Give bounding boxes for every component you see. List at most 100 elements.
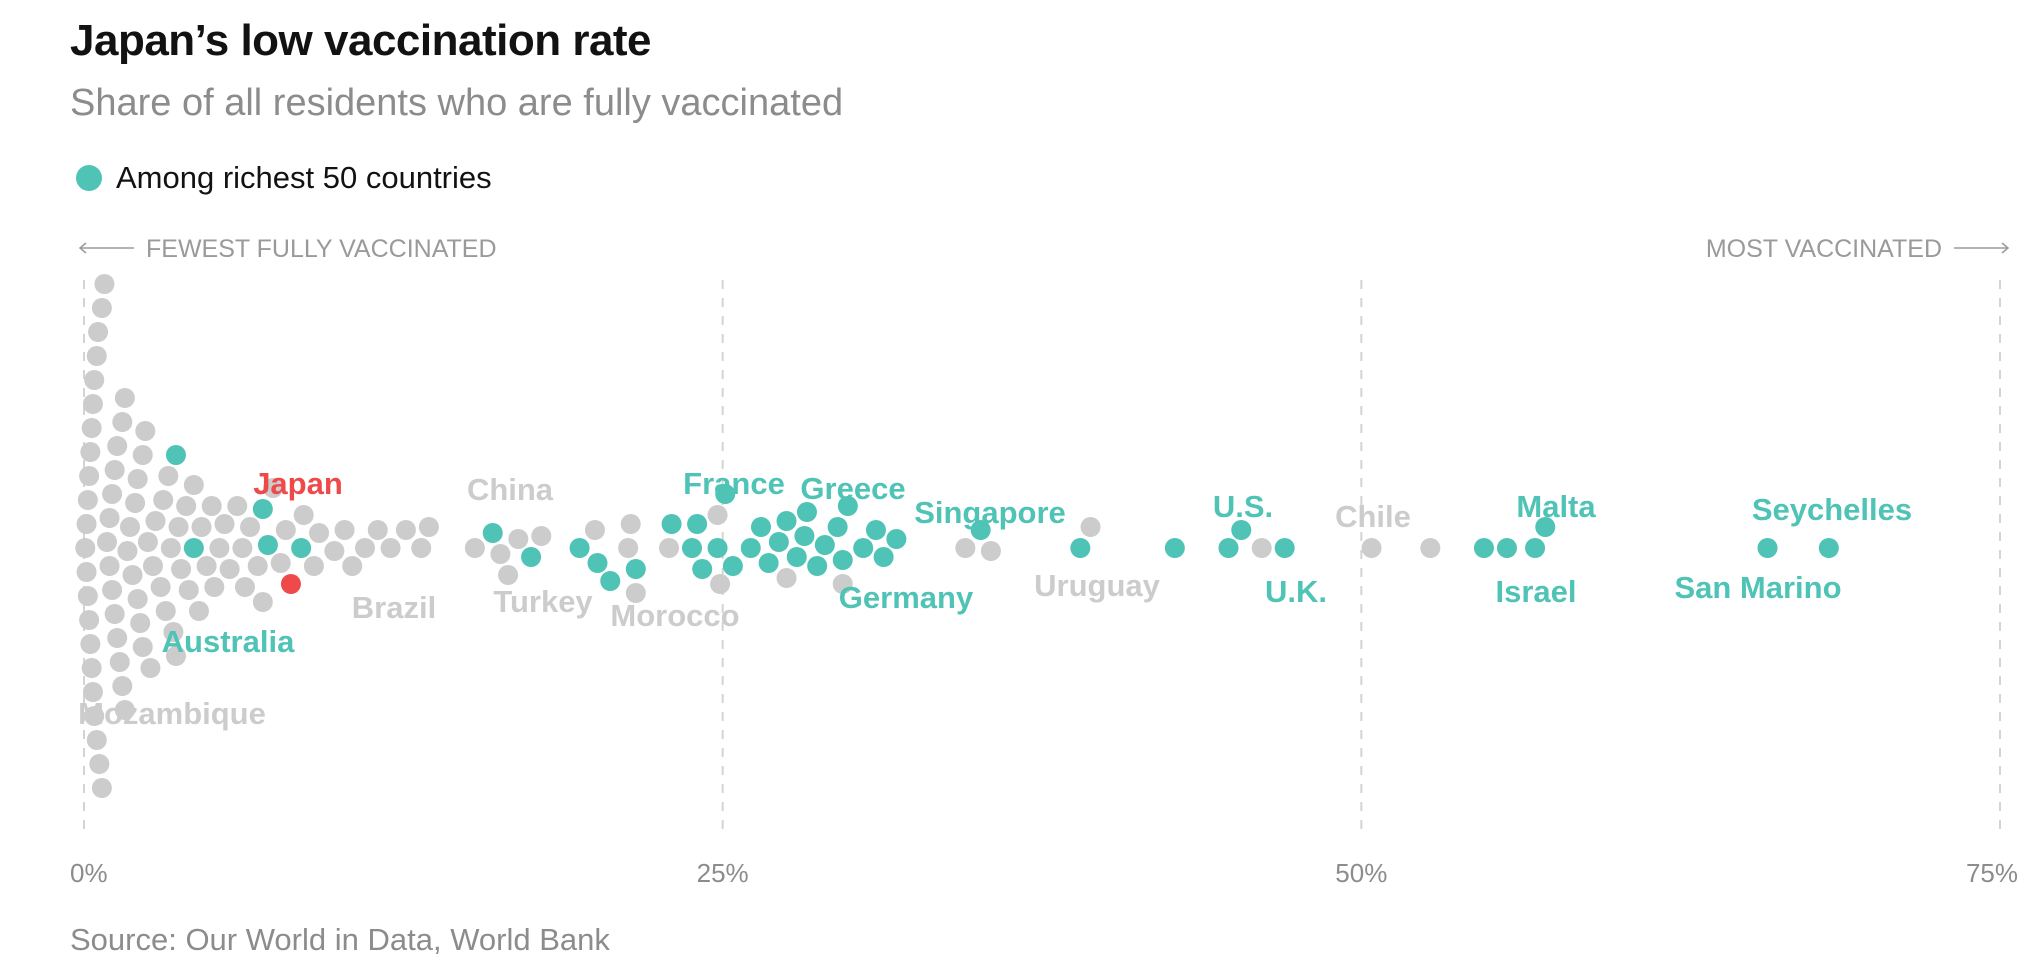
country-dot	[214, 514, 235, 534]
country-dot	[1231, 520, 1252, 540]
country-dot	[127, 589, 148, 609]
country-label: Seychelles	[1752, 492, 1912, 527]
country-dot	[109, 652, 130, 672]
country-dot	[531, 526, 552, 546]
country-dot	[1070, 538, 1091, 558]
country-dot	[196, 556, 217, 576]
country-dot	[263, 478, 284, 498]
country-dot	[219, 559, 240, 579]
country-dot	[707, 505, 728, 525]
country-dot	[342, 556, 363, 576]
country-dot	[814, 535, 835, 555]
country-dot	[970, 520, 991, 540]
country-dot	[247, 556, 268, 576]
country-dot	[482, 523, 503, 543]
country-dot	[112, 412, 133, 432]
country-dot	[955, 538, 976, 558]
country-dot	[508, 529, 529, 549]
country-dot	[84, 706, 105, 726]
country-label: Malta	[1516, 489, 1596, 524]
country-dot	[104, 604, 125, 624]
country-dot	[112, 676, 133, 696]
country-dot	[1420, 538, 1441, 558]
country-label: Turkey	[493, 584, 593, 619]
country-dot	[395, 520, 416, 540]
left-arrow-head	[78, 242, 87, 254]
country-dot	[796, 502, 817, 522]
country-dot	[832, 574, 853, 594]
country-dot	[873, 547, 894, 567]
country-dot	[171, 559, 192, 579]
country-dot	[252, 499, 273, 519]
country-dot	[114, 388, 135, 408]
country-dot	[1274, 538, 1295, 558]
country-dot	[380, 538, 401, 558]
country-dot	[794, 526, 815, 546]
dots	[75, 274, 1839, 798]
country-dot	[270, 553, 291, 573]
country-dot	[201, 496, 222, 516]
country-dot	[119, 517, 140, 537]
country-dot	[160, 538, 181, 558]
chart-title: Japan’s low vaccination rate	[70, 16, 652, 65]
country-dot	[77, 586, 98, 606]
country-dot	[150, 577, 171, 597]
country-label: Germany	[839, 580, 974, 615]
country-dot	[132, 445, 153, 465]
country-dot	[740, 538, 761, 558]
country-dot	[768, 532, 789, 552]
country-dot	[155, 601, 176, 621]
legend-label: Among richest 50 countries	[116, 160, 492, 195]
country-dot	[355, 538, 376, 558]
country-dot	[191, 517, 212, 537]
country-dot	[1757, 538, 1778, 558]
country-dot	[807, 556, 828, 576]
country-dot	[498, 565, 519, 585]
country-dot	[86, 730, 107, 750]
country-dot	[80, 634, 101, 654]
country-dot	[1251, 538, 1272, 558]
country-dot	[99, 508, 120, 528]
country-dot	[418, 517, 439, 537]
country-label: U.S.	[1213, 489, 1273, 524]
direction-labels: FEWEST FULLY VACCINATED MOST VACCINATED	[78, 235, 2010, 263]
country-dot	[776, 511, 797, 531]
country-dot	[234, 577, 255, 597]
country-dot	[204, 577, 225, 597]
country-dot	[176, 496, 197, 516]
chart-subtitle: Share of all residents who are fully vac…	[70, 82, 844, 124]
country-dot	[722, 556, 743, 576]
country-dot	[102, 580, 123, 600]
country-dot	[715, 484, 736, 504]
country-dot	[127, 469, 148, 489]
country-dot	[692, 559, 713, 579]
legend-dot	[76, 165, 102, 191]
country-dot	[140, 658, 161, 678]
country-dot	[79, 610, 100, 630]
country-labels: Japan Australia Mozambique Brazil China Turke…	[78, 466, 1912, 731]
country-dot	[137, 532, 158, 552]
country-dot	[275, 520, 296, 540]
country-dot	[758, 553, 779, 573]
country-dot	[107, 436, 128, 456]
country-dot	[490, 544, 511, 564]
country-dot	[132, 637, 153, 657]
country-dot	[165, 445, 186, 465]
country-dot	[88, 322, 109, 342]
country-dot	[521, 547, 542, 567]
country-dot	[710, 574, 731, 594]
fewest-label: FEWEST FULLY VACCINATED	[146, 235, 497, 263]
country-dot	[91, 298, 112, 318]
country-dot	[91, 778, 112, 798]
country-label: Uruguay	[1034, 568, 1161, 603]
country-dot	[309, 523, 330, 543]
country-dot	[853, 538, 874, 558]
country-dot	[776, 568, 797, 588]
country-dot	[411, 538, 432, 558]
country-dot	[76, 514, 97, 534]
country-dot	[584, 520, 605, 540]
most-label: MOST VACCINATED	[1706, 235, 1942, 263]
country-dot	[661, 514, 682, 534]
country-dot	[96, 532, 117, 552]
country-dot	[832, 550, 853, 570]
